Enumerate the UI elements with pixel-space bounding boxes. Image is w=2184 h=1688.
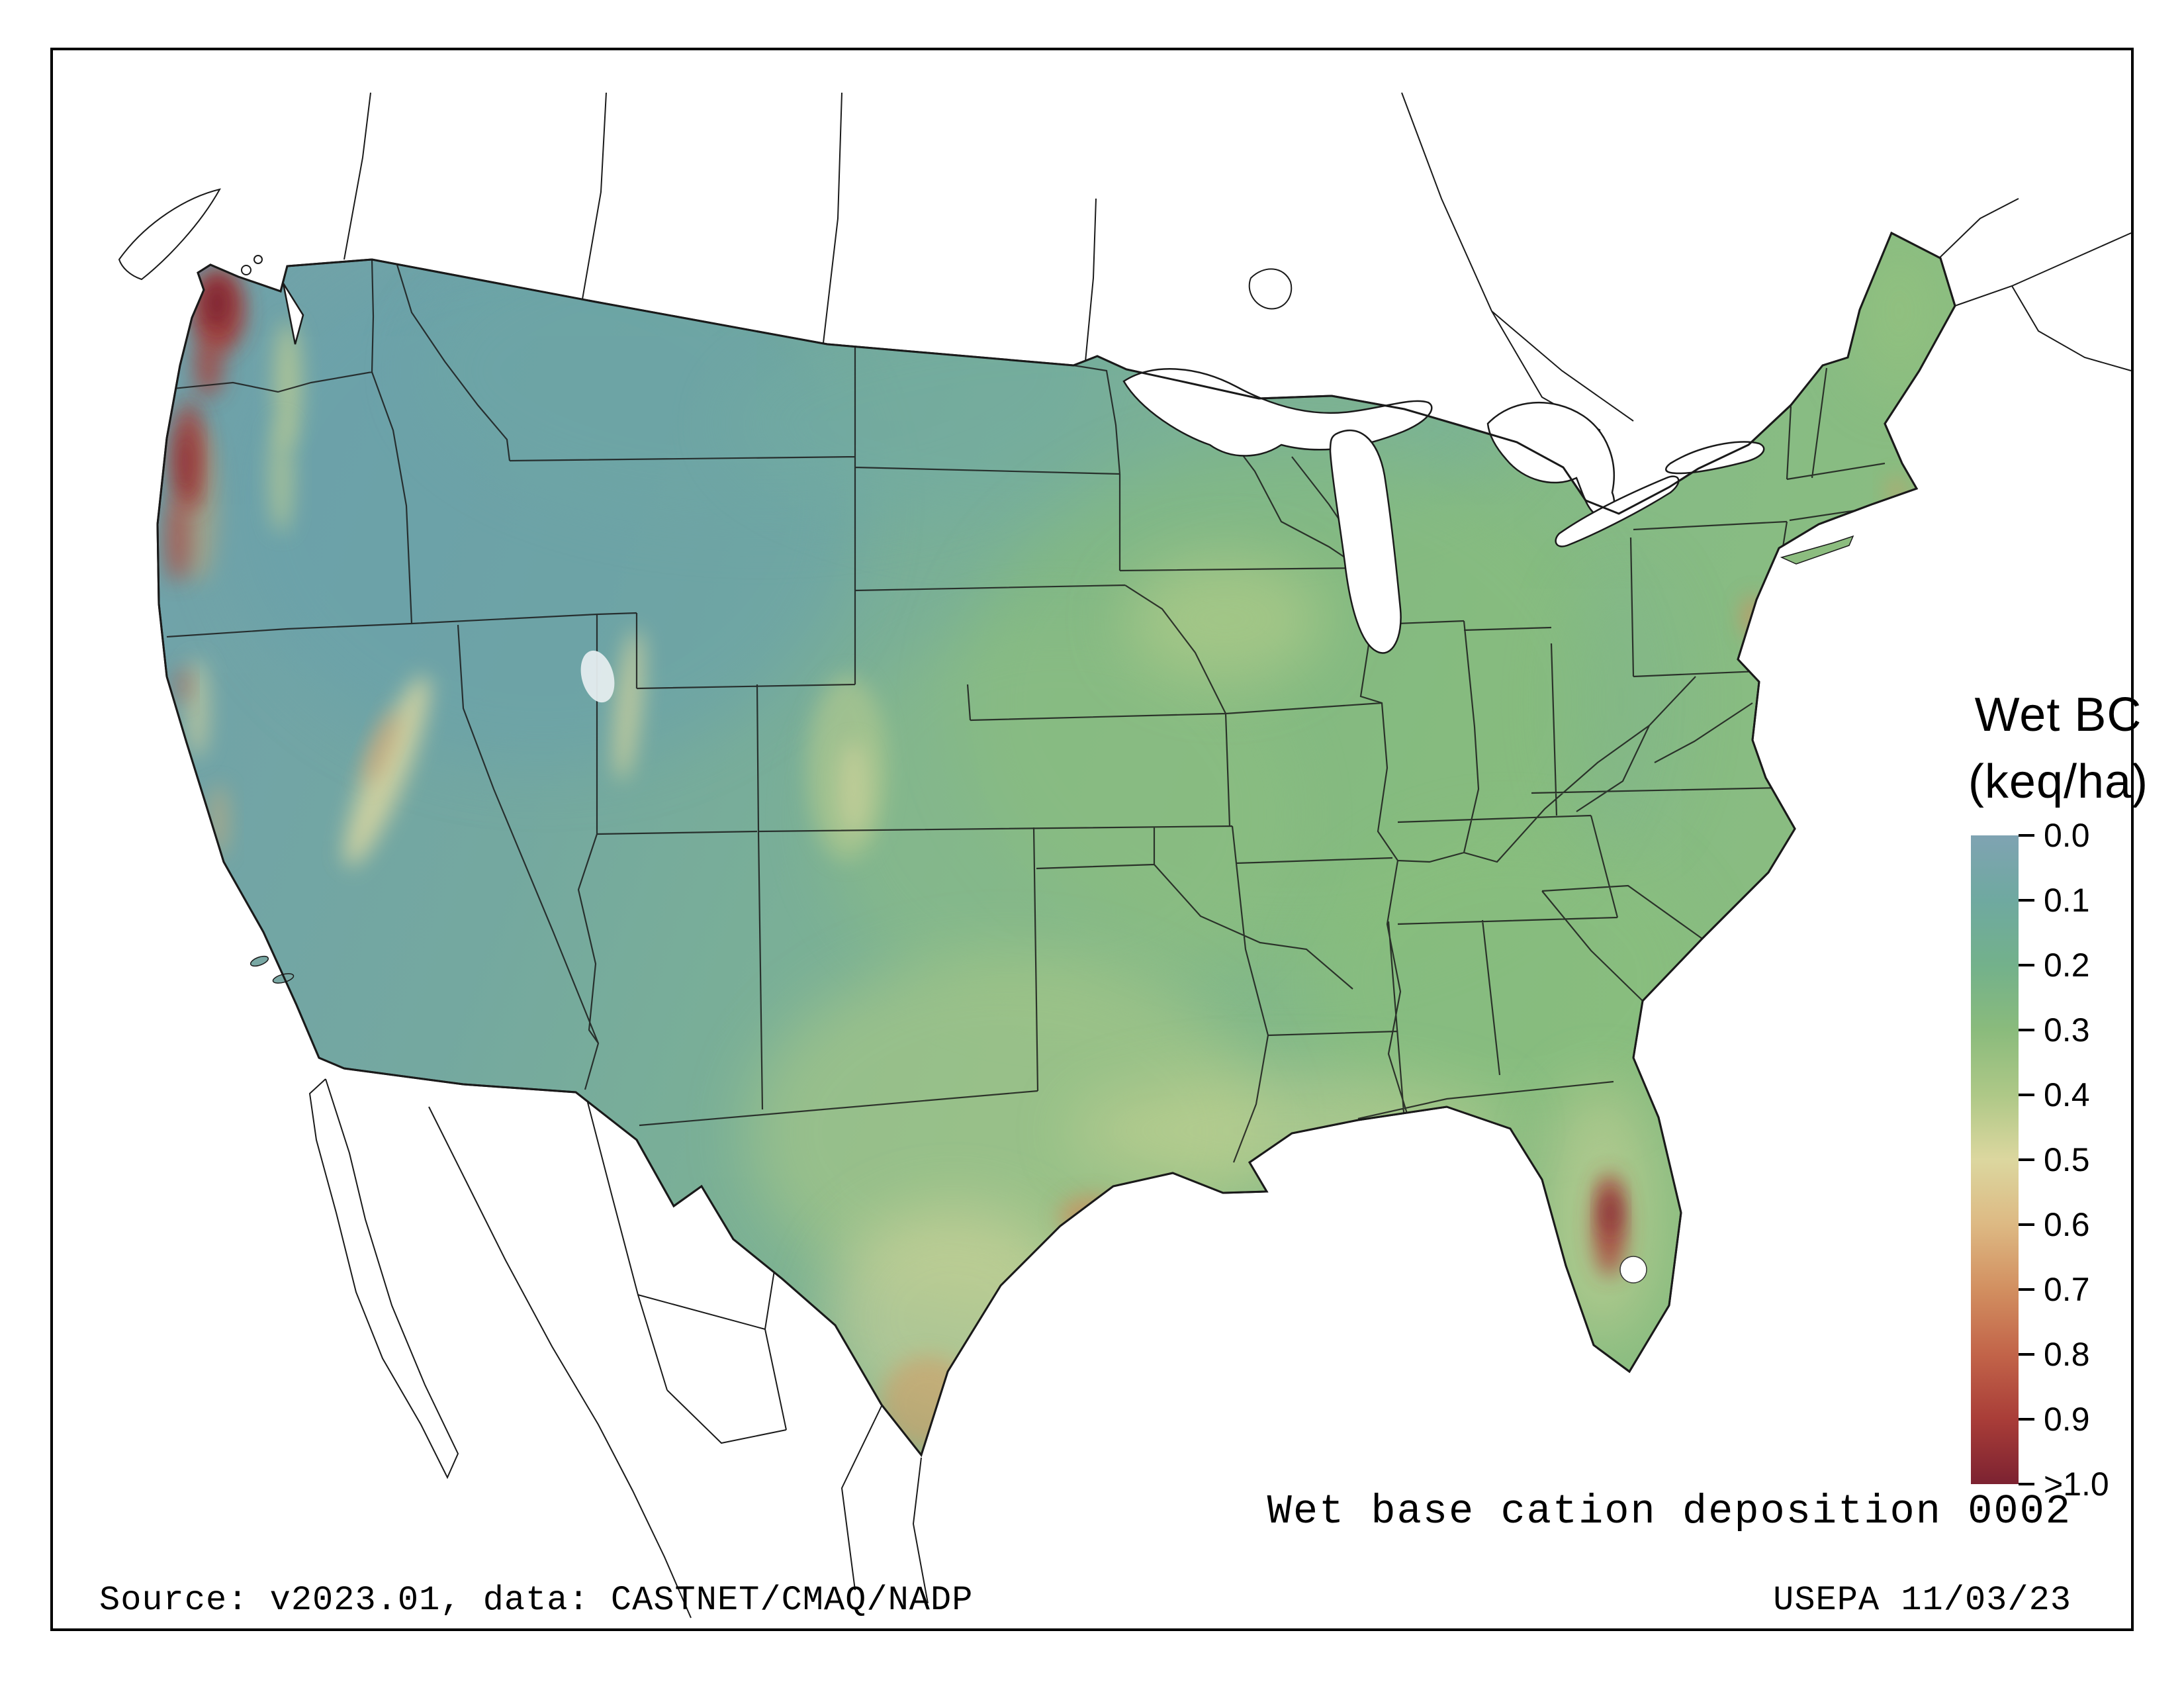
coastal-islands [250,535,1854,984]
tick-mark [2019,1158,2034,1161]
lake-erie [1555,475,1680,547]
tick-mark [2019,1223,2034,1226]
tick-label: 0.6 [2044,1206,2090,1243]
canada-outline [118,92,2132,431]
tick-mark [2019,1288,2034,1291]
tick-label: 0.3 [2044,1011,2090,1049]
deposition-shading [164,233,1946,1451]
lake-michigan [1329,429,1402,654]
tick-label: 0.1 [2044,882,2090,919]
legend-title: Wet BC [1974,688,2142,741]
mexico-outline [308,1078,929,1618]
state-borders [166,259,1886,1167]
great-lakes [282,283,1765,654]
tick-label: 0.9 [2044,1401,2090,1438]
tick-mark [2019,1418,2034,1421]
figure-caption: Wet base cation deposition 0002 [1267,1488,2071,1535]
tick-label: 0.4 [2044,1076,2090,1113]
tick-label: 0.7 [2044,1271,2090,1308]
tick-mark [2019,899,2034,902]
tick-label: 0.5 [2044,1141,2090,1178]
vancouver-island [118,188,221,281]
tick-mark [2019,1483,2034,1485]
plot-frame [50,48,2134,1631]
lake-okeechobee [1619,1256,1647,1284]
puget-sound [282,283,304,345]
source-text: Source: v2023.01, data: CASTNET/CMAQ/NAD… [99,1581,974,1620]
tick-label: 0.2 [2044,947,2090,984]
tick-label: 0.0 [2044,817,2090,854]
tick-mark [2019,964,2034,966]
tick-mark [2019,1353,2034,1356]
colorbar [1971,835,2019,1484]
credit-text: USEPA 11/03/23 [1773,1581,2071,1620]
legend: Wet BC (keq/ha) [1939,682,2177,816]
interior-lakes [580,650,1647,1284]
tick-mark [2019,834,2034,837]
tick-mark [2019,1029,2034,1031]
tick-label: 0.8 [2044,1336,2090,1373]
lake-nipigon [1248,268,1293,310]
great-salt-lake [580,650,615,703]
tick-label: >1.0 [2044,1466,2109,1503]
long-island [1780,535,1854,565]
legend-units: (keq/ha) [1968,755,2149,808]
colorbar-wrap: 0.0 0.1 0.2 0.3 0.4 0.5 0.6 0.7 0.8 0.9 … [1971,817,2183,1503]
tick-mark [2019,1094,2034,1096]
